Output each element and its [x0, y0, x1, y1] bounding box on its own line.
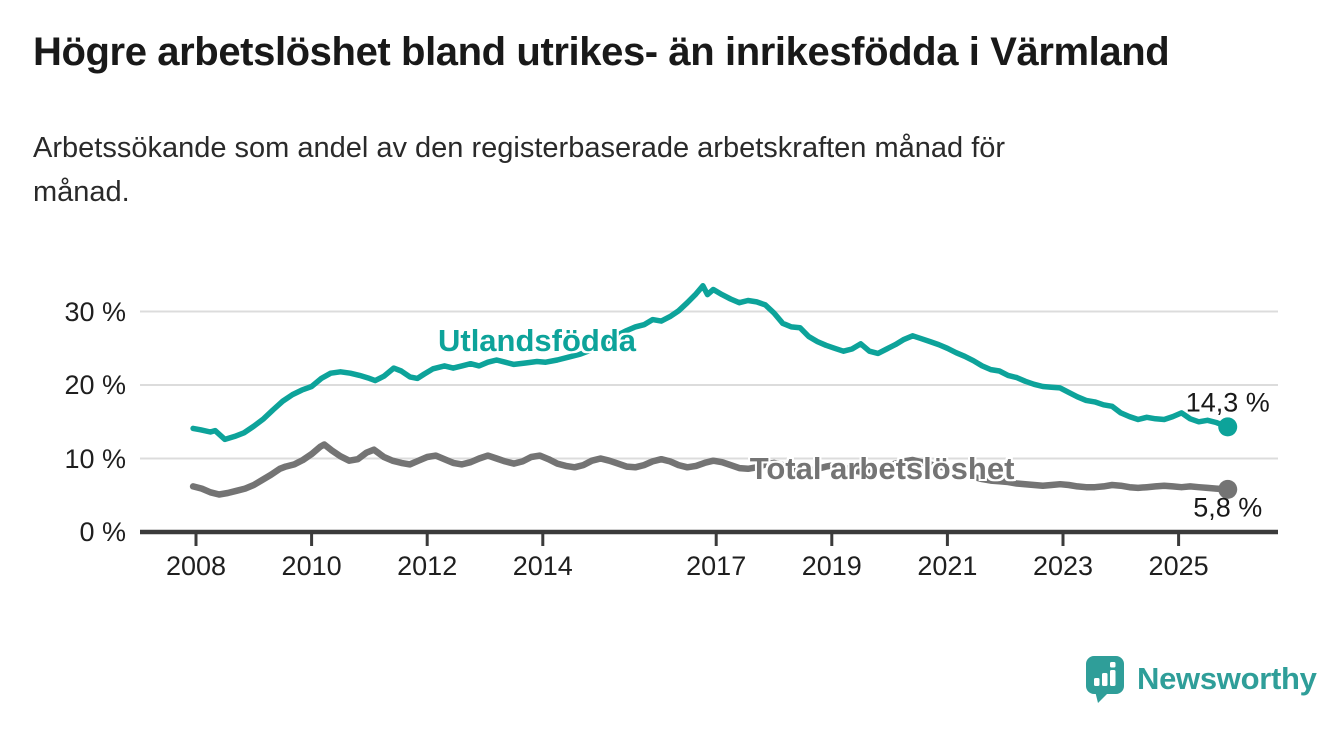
- x-axis-label-2014: 2014: [512, 551, 573, 581]
- chart-subtitle-line2: månad.: [33, 176, 130, 208]
- x-axis-label-2010: 2010: [281, 551, 342, 581]
- y-axis-label-0: 0 %: [79, 517, 126, 547]
- newsworthy-wordmark: Newsworthy: [1137, 661, 1317, 696]
- y-axis-label-10: 10 %: [64, 443, 126, 474]
- newsworthy-logo: Newsworthy: [1086, 655, 1317, 703]
- chart-subtitle-line1: Arbetssökande som andel av den registerb…: [33, 132, 1006, 164]
- x-axis-label-2025: 2025: [1148, 551, 1209, 581]
- series-label-utlandsfodda: Utlandsfödda: [437, 322, 637, 358]
- series-end-dot-utlandsfodda: [1218, 417, 1238, 437]
- newsworthy-logo-mark: [1086, 656, 1124, 703]
- chart-title: Högre arbetslöshet bland utrikes- än inr…: [33, 30, 1170, 74]
- y-axis-label-20: 20 %: [64, 370, 126, 400]
- series-line-utlandsfodda: [190, 283, 1231, 443]
- end-value-label-total: 5,8 %: [1193, 492, 1263, 523]
- x-axis-label-2023: 2023: [1032, 551, 1094, 581]
- series-line-total: [189, 441, 1231, 498]
- series-end-dot-total: [1218, 479, 1238, 499]
- x-axis-label-2021: 2021: [917, 551, 978, 581]
- chart-subtitle: Arbetssökande som andel av den registerb…: [33, 126, 1005, 214]
- x-axis-label-2017: 2017: [686, 551, 747, 581]
- x-axis-label-2008: 2008: [165, 551, 227, 581]
- y-axis-label-30: 30 %: [64, 296, 126, 327]
- series-label-total: Total arbetslöshet: [749, 450, 1015, 486]
- x-axis-label-2019: 2019: [801, 551, 862, 581]
- end-value-label-utlandsfodda: 14,3 %: [1185, 387, 1270, 418]
- x-axis-label-2012: 2012: [397, 551, 458, 581]
